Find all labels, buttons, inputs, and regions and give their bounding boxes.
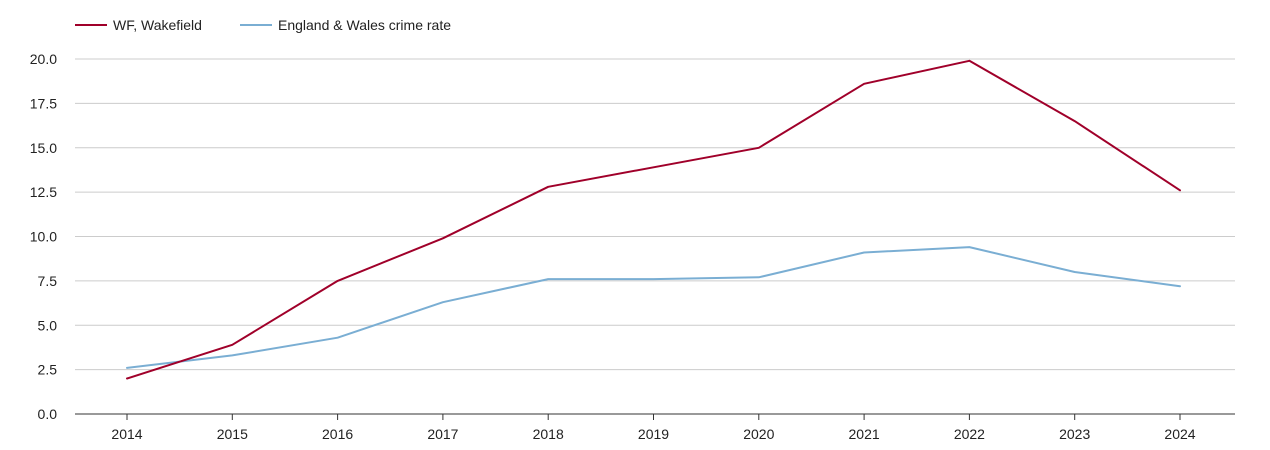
x-tick-label: 2017 (427, 426, 458, 442)
series-lines (126, 59, 1181, 380)
x-tick-label: 2022 (954, 426, 985, 442)
x-tick-label: 2023 (1059, 426, 1090, 442)
series-line-1 (126, 246, 1181, 369)
y-tick-label: 15.0 (30, 140, 57, 156)
y-tick-label: 20.0 (30, 51, 57, 67)
x-axis: 2014 2015 2016 2017 2018 2019 2020 2021 2022 2023… (75, 413, 1235, 442)
legend-label: England & Wales crime rate (278, 17, 451, 33)
legend-label: WF, Wakefield (113, 17, 202, 33)
x-tick-label: 2024 (1164, 426, 1195, 442)
y-tick-label: 12.5 (30, 184, 57, 200)
y-tick-label: 17.5 (30, 95, 57, 111)
y-tick-label: 5.0 (38, 317, 58, 333)
x-tick-label: 2019 (638, 426, 669, 442)
x-tick-label: 2021 (849, 426, 880, 442)
gridlines (75, 58, 1235, 371)
x-tick-label: 2015 (217, 426, 248, 442)
y-tick-label: 10.0 (30, 229, 57, 245)
x-tick-label: 2014 (111, 426, 142, 442)
y-tick-label: 7.5 (38, 273, 58, 289)
y-tick-label: 2.5 (38, 362, 58, 378)
y-axis-ticks: 0.0 2.5 5.0 7.5 10.0 12.5 15.0 17.5 20.0 (30, 51, 57, 422)
legend: WF, Wakefield England & Wales crime rate (75, 17, 451, 33)
series-line-0 (126, 59, 1181, 380)
y-tick-label: 0.0 (38, 406, 58, 422)
x-tick-label: 2018 (533, 426, 564, 442)
x-tick-label: 2020 (743, 426, 774, 442)
x-tick-label: 2016 (322, 426, 353, 442)
